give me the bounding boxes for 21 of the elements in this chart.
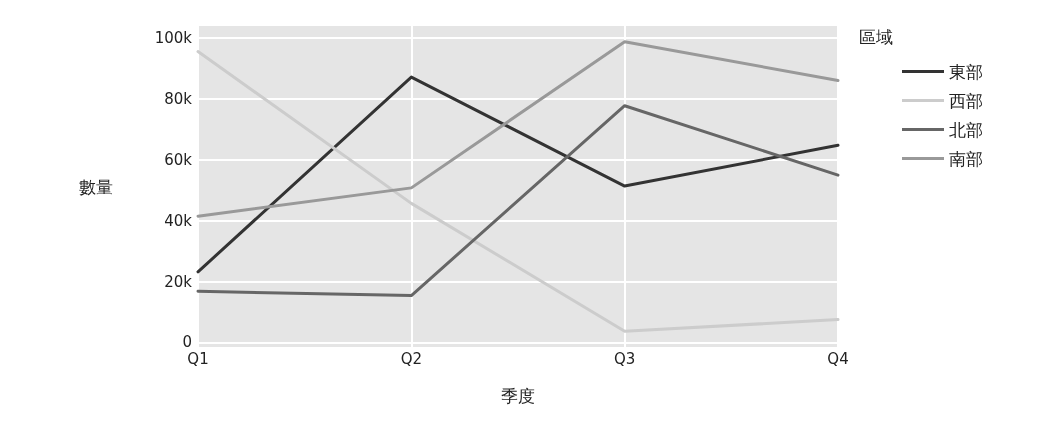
line-series <box>196 40 840 218</box>
y-tick-label: 0 <box>182 333 192 352</box>
legend-label: 東部 <box>949 61 983 82</box>
legend-label: 南部 <box>949 148 983 169</box>
x-tick-label: Q4 <box>827 349 849 368</box>
y-axis-title: 數量 <box>79 176 113 197</box>
line-series <box>196 75 840 274</box>
legend-label: 西部 <box>949 90 983 111</box>
x-tick-label: Q2 <box>400 349 423 368</box>
y-tick-label: 40k <box>164 211 193 230</box>
x-axis-title: 季度 <box>501 385 535 406</box>
y-tick-label: 60k <box>164 150 193 169</box>
line-series <box>196 104 840 298</box>
x-tick-label: Q3 <box>613 349 636 368</box>
y-tick-label: 80k <box>164 90 193 109</box>
legend-label: 北部 <box>949 119 983 140</box>
x-tick-label: Q1 <box>187 349 209 368</box>
y-tick-label: 20k <box>164 272 193 291</box>
legend-title: 區域 <box>859 26 893 47</box>
y-tick-label: 100k <box>154 29 193 48</box>
line-series <box>196 50 840 333</box>
